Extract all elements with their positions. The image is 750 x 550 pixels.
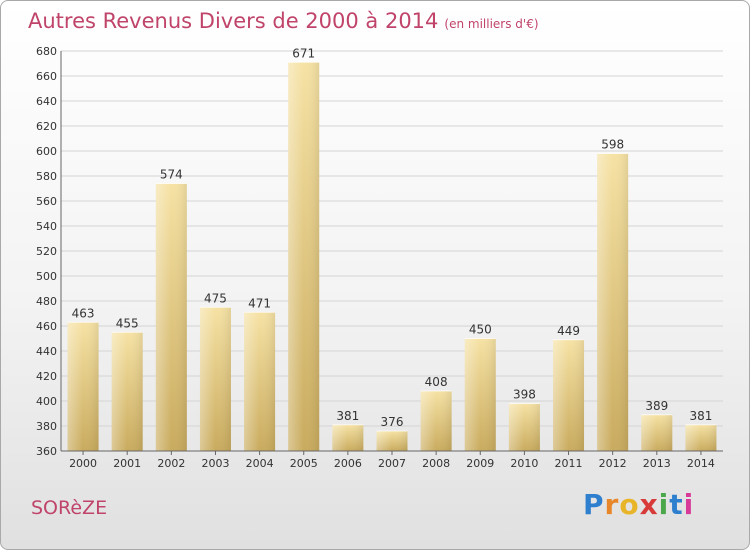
data-label: 381 bbox=[689, 409, 712, 423]
data-label: 475 bbox=[204, 291, 227, 305]
y-tick-label: 380 bbox=[36, 420, 57, 433]
y-tick-label: 560 bbox=[36, 195, 57, 208]
commune-name: SORèZE bbox=[31, 497, 108, 519]
y-tick-label: 520 bbox=[36, 245, 57, 258]
x-tick-label: 2006 bbox=[334, 457, 362, 470]
y-tick-label: 540 bbox=[36, 220, 57, 233]
chart-title: Autres Revenus Divers de 2000 à 2014 (en … bbox=[28, 9, 539, 33]
y-tick-label: 580 bbox=[36, 170, 57, 183]
logo-letter: o bbox=[619, 488, 640, 521]
logo-letter: r bbox=[604, 488, 620, 521]
x-tick-label: 2008 bbox=[422, 457, 450, 470]
x-tick-label: 2013 bbox=[643, 457, 671, 470]
data-label: 450 bbox=[469, 323, 492, 337]
logo-letter: i bbox=[683, 488, 695, 521]
y-tick-label: 440 bbox=[36, 345, 57, 358]
y-tick-label: 660 bbox=[36, 70, 57, 83]
y-tick-label: 480 bbox=[36, 295, 57, 308]
data-label: 408 bbox=[425, 375, 448, 389]
y-tick-label: 460 bbox=[36, 320, 57, 333]
logo-letter: P bbox=[583, 488, 605, 521]
title-unit: (en milliers d'€) bbox=[444, 17, 539, 31]
x-tick-label: 2007 bbox=[378, 457, 406, 470]
bar-shade-2013 bbox=[641, 414, 673, 451]
x-tick-label: 2003 bbox=[201, 457, 229, 470]
y-tick-label: 500 bbox=[36, 270, 57, 283]
data-label: 598 bbox=[601, 138, 624, 152]
x-tick-label: 2012 bbox=[599, 457, 627, 470]
bar-shade-2000 bbox=[67, 322, 99, 451]
logo-letter: i bbox=[658, 488, 670, 521]
x-tick-label: 2002 bbox=[157, 457, 185, 470]
bar-shade-2012 bbox=[597, 153, 629, 451]
bar-shade-2014 bbox=[685, 424, 717, 451]
logo-letter: t bbox=[669, 488, 684, 521]
y-tick-label: 680 bbox=[36, 45, 57, 58]
data-label: 376 bbox=[381, 415, 404, 429]
data-label: 381 bbox=[336, 409, 359, 423]
data-label: 449 bbox=[557, 324, 580, 338]
bar-shade-2008 bbox=[420, 391, 452, 451]
bar-shade-2003 bbox=[199, 307, 231, 451]
data-label: 389 bbox=[645, 399, 668, 413]
bar-shade-2007 bbox=[376, 431, 408, 451]
y-tick-label: 640 bbox=[36, 95, 57, 108]
data-label: 455 bbox=[116, 316, 139, 330]
axis-layer: 360 380 400 420 440 460 480 500 520 540 560 580 600 6… bbox=[36, 45, 723, 470]
x-tick-label: 2005 bbox=[290, 457, 318, 470]
data-label: 574 bbox=[160, 168, 183, 182]
x-tick-label: 2014 bbox=[687, 457, 715, 470]
bar-shade-2005 bbox=[288, 62, 320, 451]
data-label: 671 bbox=[292, 46, 315, 60]
bar-shade-2002 bbox=[155, 183, 187, 451]
x-tick-label: 2010 bbox=[510, 457, 538, 470]
x-tick-label: 2011 bbox=[555, 457, 583, 470]
x-tick-label: 2001 bbox=[113, 457, 141, 470]
x-tick-label: 2009 bbox=[466, 457, 494, 470]
logo-letter: x bbox=[639, 488, 659, 521]
data-label: 398 bbox=[513, 388, 536, 402]
y-tick-label: 360 bbox=[36, 445, 57, 458]
y-tick-label: 400 bbox=[36, 395, 57, 408]
bar-shade-2009 bbox=[464, 338, 496, 451]
bar-shade-2006 bbox=[332, 424, 364, 451]
y-tick-label: 620 bbox=[36, 120, 57, 133]
data-label: 471 bbox=[248, 296, 271, 310]
data-label: 463 bbox=[72, 306, 95, 320]
bar-shade-2011 bbox=[553, 339, 585, 451]
y-tick-label: 600 bbox=[36, 145, 57, 158]
bar-shade-2010 bbox=[508, 403, 540, 451]
x-tick-label: 2000 bbox=[69, 457, 97, 470]
bar-shade-2001 bbox=[111, 332, 143, 451]
y-tick-label: 420 bbox=[36, 370, 57, 383]
bar-layer bbox=[67, 61, 717, 451]
proxiti-logo: Proxiti bbox=[583, 488, 694, 521]
bar-shade-2004 bbox=[244, 312, 276, 451]
x-tick-label: 2004 bbox=[246, 457, 274, 470]
title-text: Autres Revenus Divers de 2000 à 2014 bbox=[28, 9, 439, 33]
